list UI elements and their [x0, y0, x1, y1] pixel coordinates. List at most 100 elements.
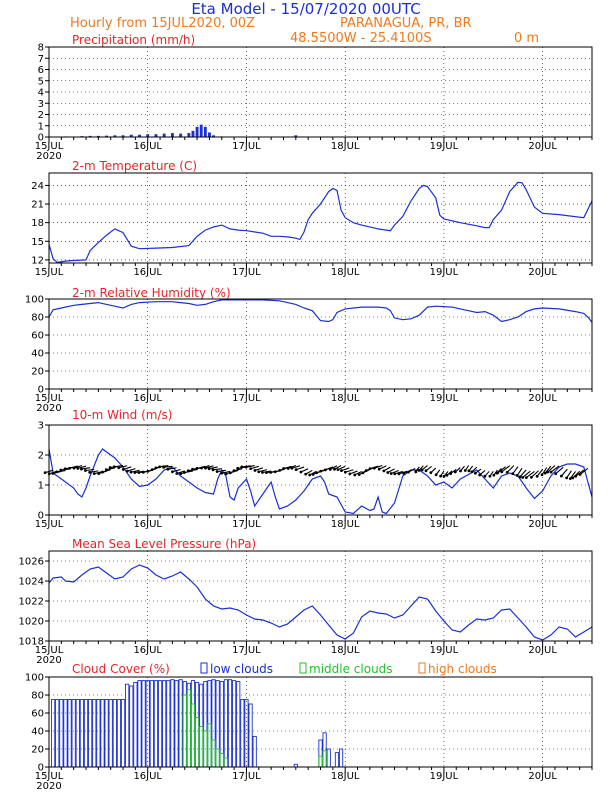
wind-arrow	[217, 469, 226, 473]
precip-bar	[179, 133, 183, 137]
wind-arrow-head	[92, 472, 96, 476]
mslp-ytick-label: 1022	[19, 597, 44, 608]
wind-arrow-head	[407, 470, 410, 474]
wind-arrow-head	[43, 471, 47, 475]
precip-ytick-label: 2	[38, 110, 44, 121]
rh-frame	[48, 298, 593, 390]
middle-cloud-bar	[211, 739, 216, 768]
wind-arrow-head	[389, 472, 393, 475]
wind-arrow-head	[51, 471, 55, 475]
low-cloud-bar	[240, 699, 245, 768]
legend-swatch-middle	[299, 662, 307, 674]
precip-bar	[199, 124, 203, 137]
temp-xtick-label: 15JUL	[35, 267, 64, 278]
wind-arrow-head	[207, 467, 211, 471]
wind-arrow-head	[244, 465, 248, 469]
wind-arrow-head	[442, 474, 446, 478]
wind-arrow-head	[232, 469, 236, 473]
low-cloud-bar	[104, 699, 109, 768]
wind-arrow-head	[88, 470, 92, 474]
legend-swatch-high	[418, 662, 426, 674]
wind-arrow-head	[80, 467, 83, 471]
temp-ytick-label: 21	[31, 200, 44, 211]
precip-bar	[154, 134, 158, 137]
wind-ytick-label: 3	[38, 421, 44, 432]
wind-arrow-head	[449, 472, 453, 475]
rh-ytick-label: 100	[25, 295, 44, 306]
wind-arrow-head	[417, 469, 421, 472]
wind-arrow-head	[117, 466, 121, 470]
low-cloud-bar	[162, 680, 167, 768]
precip-bar	[162, 133, 166, 137]
wind-arrow-head	[377, 467, 381, 471]
low-cloud-bar	[190, 680, 196, 768]
wind-arrow	[519, 469, 527, 478]
wind-arrow-head	[125, 469, 129, 473]
precip-bar	[170, 133, 174, 137]
wind-arrow-head	[261, 471, 264, 474]
temp-ytick-label: 15	[31, 237, 44, 248]
precip-xtick-label: 20JUL	[528, 141, 557, 152]
low-cloud-bar	[55, 699, 60, 768]
precip-frame	[48, 46, 593, 138]
wind-arrow-head	[414, 470, 418, 474]
wind-arrow-head	[361, 471, 365, 475]
wind-arrow	[258, 469, 268, 473]
wind-arrow-head	[540, 473, 544, 477]
low-cloud-bar	[227, 679, 233, 768]
wind-arrow-head	[554, 472, 558, 476]
precip-bar	[88, 135, 92, 137]
wind-arrow-head	[549, 470, 553, 474]
precip-bar	[294, 135, 298, 137]
low-cloud-bar	[232, 680, 237, 768]
rh-ytick-label: 0	[38, 385, 44, 396]
wind-arrow-head	[154, 466, 158, 470]
cloud-xtick-label: 20JUL	[528, 771, 557, 782]
wind-arrow-head	[68, 466, 72, 470]
wind-arrow-head	[470, 470, 474, 474]
mslp-ytick-label: 1020	[19, 617, 44, 628]
middle-cloud-bar	[190, 703, 196, 768]
middle-cloud-bar	[318, 755, 323, 768]
wind-arrow-head	[211, 468, 215, 472]
wind-arrow	[172, 468, 181, 473]
wind-arrow-head	[175, 472, 179, 475]
legend-high-clouds: high clouds	[428, 662, 497, 676]
run-info: Hourly from 15JUL2020, 00Z	[70, 16, 255, 31]
wind-arrow-head	[166, 467, 170, 471]
low-cloud-bar	[120, 699, 126, 768]
wind-arrow	[89, 470, 99, 473]
cloud-xtick-label: 18JUL	[331, 771, 360, 782]
wind-arrow-head	[55, 470, 59, 474]
wind-arrow-head	[353, 473, 357, 477]
middle-cloud-bar	[219, 753, 224, 768]
wind-arrow	[569, 471, 576, 479]
wind-xtick-label: 16JUL	[133, 519, 162, 530]
low-cloud-bar	[100, 699, 105, 768]
wind-arrow-head	[195, 467, 199, 470]
mslp-xtick-label: 16JUL	[133, 645, 162, 656]
rh-year-label: 2020	[36, 403, 61, 414]
low-cloud-bar	[71, 699, 76, 768]
precip-xtick-label: 16JUL	[133, 141, 162, 152]
cloud-xtick-label: 16JUL	[133, 771, 162, 782]
temp-xtick-label: 19JUL	[430, 267, 459, 278]
wind-arrow-head	[467, 469, 471, 473]
low-cloud-bar	[322, 732, 327, 768]
cloud-ytick-label: 0	[38, 763, 44, 774]
wind-arrow-head	[129, 470, 133, 474]
precip-title: Precipitation (mm/h)	[72, 33, 195, 47]
temp-xtick-label: 17JUL	[232, 267, 261, 278]
wind-arrow-head	[253, 469, 257, 472]
wind-arrow-head	[315, 471, 319, 475]
cloud-ytick-label: 60	[31, 709, 44, 720]
wind-arrow	[497, 466, 506, 474]
wind-arrow	[501, 465, 511, 473]
low-cloud-bar	[116, 699, 122, 768]
low-cloud-bar	[219, 681, 224, 768]
mslp-ytick-label: 1018	[19, 637, 44, 648]
middle-cloud-bar	[194, 717, 200, 768]
cloud-ytick-label: 40	[31, 727, 44, 738]
